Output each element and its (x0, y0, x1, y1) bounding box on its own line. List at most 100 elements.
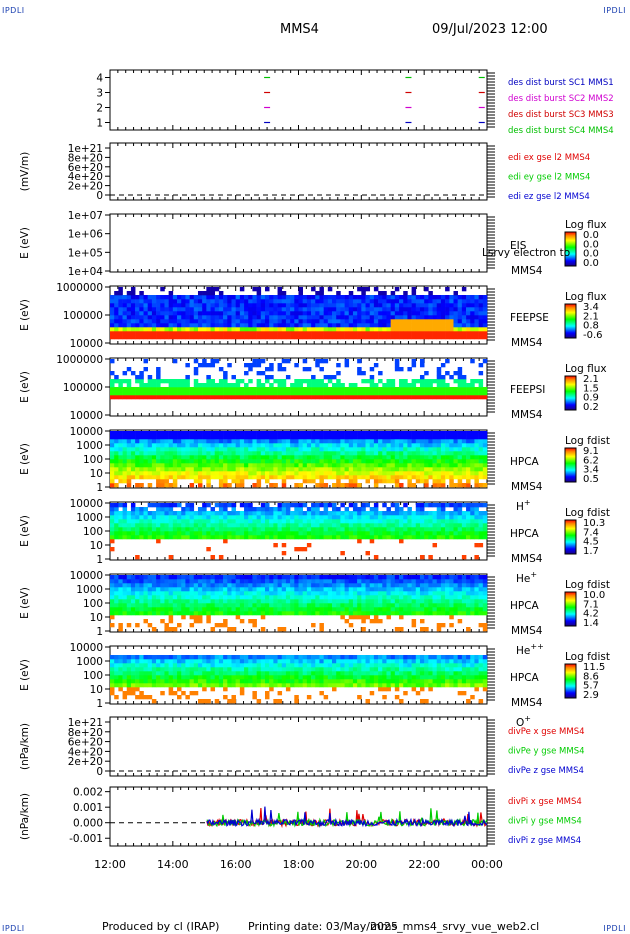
hpca_h-cell (277, 447, 283, 452)
hpca_he1-cell (457, 511, 463, 516)
hpca_he2-cell (256, 603, 262, 608)
feepsi-cell (273, 387, 278, 392)
hpca_h-cell (130, 463, 136, 468)
feepse-cell (415, 311, 421, 316)
hpca_h-cell (315, 435, 320, 440)
feepse-cell (151, 327, 157, 332)
hpca_he2-cell (130, 603, 136, 608)
hpca_he2-cell (189, 575, 195, 580)
feepse-cell (445, 331, 450, 336)
hpca_he1-cell (151, 511, 157, 516)
feepsi-cell (206, 379, 211, 384)
feepse-cell (403, 319, 408, 324)
hpca_h-cell (382, 479, 387, 484)
hpca_h-cell (244, 475, 249, 480)
hpca_he2-cell (235, 599, 241, 604)
feepse-cell (357, 319, 362, 324)
hpca_h-cell (252, 447, 257, 452)
hpca_h-cell (466, 451, 471, 456)
hpca_h-cell (177, 439, 182, 444)
hpca_he1-cell (332, 523, 337, 528)
hpca_h-cell (457, 471, 463, 476)
hpca_h-cell (202, 443, 207, 448)
feepse-cell (352, 327, 358, 332)
hpca_h-cell (244, 455, 249, 460)
hpca_he1-cell (147, 503, 153, 508)
hpca_h-cell (294, 447, 299, 452)
hpca_h-cell (403, 459, 408, 464)
feepse-cell (181, 327, 186, 332)
hpca_h-cell (256, 471, 262, 476)
hpca_h-cell (227, 435, 232, 440)
feepsi-cell (139, 371, 144, 376)
hpca_h-cell (168, 467, 174, 472)
feepse-cell (277, 303, 283, 308)
feepse-cell (181, 335, 186, 340)
hpca_h-cell (202, 435, 207, 440)
feepsi-cell (139, 387, 144, 392)
feepse-cell (210, 307, 216, 312)
hpca_h-cell (365, 459, 371, 464)
hpca_he1-colorbar-tick: 7.4 (583, 527, 599, 538)
feepse-cell (457, 315, 463, 320)
feepse-cell (252, 299, 257, 304)
hpca_he1-cell (151, 523, 157, 528)
hpca_he2-cell (202, 583, 207, 588)
feepse-cell (470, 327, 475, 332)
hpca_he1-cell (457, 515, 463, 520)
feepse-cell (432, 319, 438, 324)
hpca_he1-cell (118, 535, 123, 540)
hpca_h-cell (344, 483, 350, 488)
feepse-cell (311, 299, 316, 304)
hpca_he2-cell (139, 603, 144, 608)
hpca_he2-cell (235, 611, 241, 616)
hpca_h-cell (361, 467, 366, 472)
hpca_he2-cell (118, 595, 123, 600)
feepse-cell (340, 335, 345, 340)
feepse-cell (348, 331, 354, 336)
feepse-cell (252, 323, 257, 328)
feepsi-cell (218, 395, 224, 400)
hpca_he1-cell (235, 531, 241, 536)
hpca_h-cell (311, 451, 316, 456)
feepsi-cell (256, 371, 262, 376)
feepse-cell (189, 299, 195, 304)
hpca_h-cell (352, 447, 358, 452)
feepse-cell (348, 307, 354, 312)
feepsi-cell (327, 375, 333, 380)
hpca_h-cell (235, 443, 241, 448)
hpca_h-cell (440, 467, 446, 472)
feepse-cell (260, 319, 266, 324)
feepse-cell (130, 319, 136, 324)
feepse-cell (197, 315, 203, 320)
feepse-cell (432, 307, 438, 312)
hpca_h-cell (373, 479, 379, 484)
hpca_h-cell (143, 463, 148, 468)
feepsi-cell (298, 379, 303, 384)
feepsi-cell (440, 383, 446, 388)
feepsi-cell (336, 387, 341, 392)
hpca_h-cell (361, 459, 366, 464)
hpca_he1-cell (260, 527, 266, 532)
hpca_he1-cell (336, 519, 341, 524)
eis-colorbar-tick: 0.0 (583, 249, 599, 260)
hpca_h-cell (378, 447, 383, 452)
hpca_he2-cell (244, 583, 249, 588)
hpca_he1-cell (256, 527, 262, 532)
feepse-cell (231, 323, 236, 328)
hpca_h-cell (147, 439, 153, 444)
hpca_he2-cell (252, 611, 257, 616)
hpca_h-cell (357, 455, 362, 460)
feepse-cell (114, 335, 119, 340)
feepse-cell (403, 315, 408, 320)
feepse-cell (260, 327, 266, 332)
feepse-cell (269, 335, 274, 340)
hpca_he2-cell (248, 579, 253, 584)
hpca_h-cell (461, 475, 467, 480)
hpca_he2-cell (181, 607, 186, 612)
feepsi-cell (382, 383, 387, 388)
hpca_he1-cell (399, 519, 404, 524)
hpca_h-cell (419, 459, 425, 464)
feepse-ytick-label: 1000000 (56, 282, 103, 294)
feepse-cell (143, 303, 148, 308)
